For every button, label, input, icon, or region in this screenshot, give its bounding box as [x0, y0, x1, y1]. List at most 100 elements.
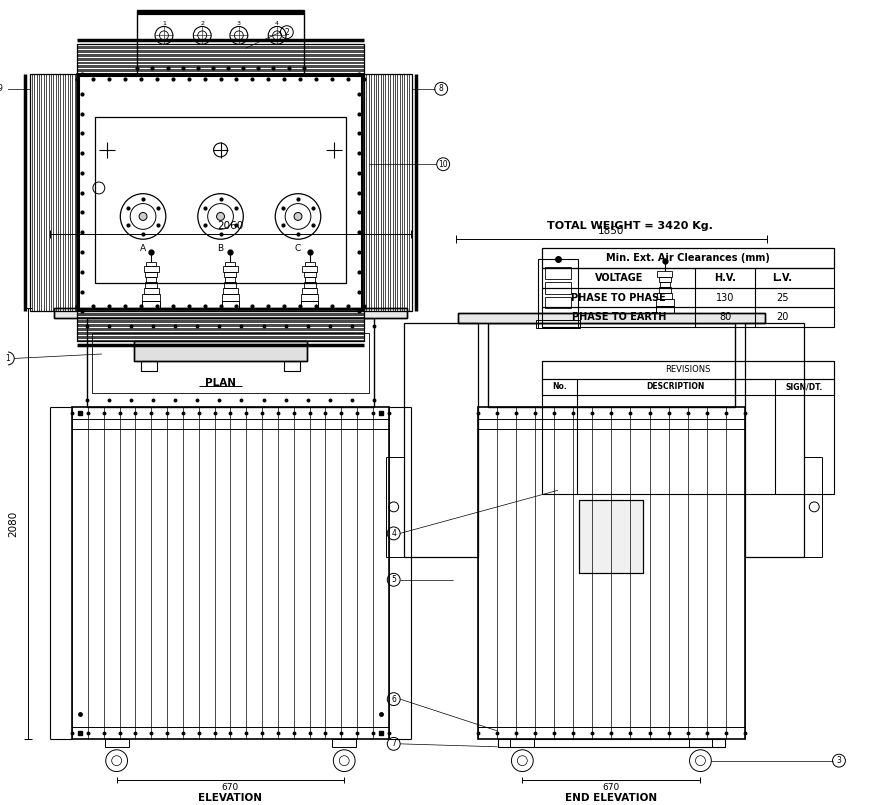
Bar	[404, 324, 478, 556]
Bar	[542, 378, 834, 394]
Bar	[542, 361, 834, 493]
Bar	[536, 320, 579, 328]
Bar	[305, 277, 315, 282]
Bar	[145, 272, 157, 277]
Text: 130: 130	[716, 292, 734, 303]
Bar	[301, 300, 318, 308]
Bar	[144, 266, 159, 272]
Bar	[458, 313, 765, 324]
Text: A: A	[140, 244, 146, 253]
Circle shape	[217, 213, 225, 221]
Text: 8: 8	[439, 85, 444, 93]
Bar	[478, 407, 745, 739]
Bar	[656, 306, 674, 313]
Bar	[656, 299, 674, 306]
Bar	[142, 300, 160, 308]
Bar	[135, 341, 307, 361]
Text: ELEVATION: ELEVATION	[198, 793, 262, 803]
Text: 1: 1	[162, 21, 166, 26]
Bar	[92, 333, 369, 393]
Bar	[221, 294, 239, 300]
Bar	[305, 262, 315, 266]
Bar	[77, 312, 364, 341]
Bar	[73, 407, 389, 739]
Bar	[225, 262, 235, 266]
Bar	[689, 739, 712, 747]
Text: 1: 1	[5, 354, 10, 363]
Bar	[542, 308, 834, 328]
Text: 670: 670	[603, 783, 620, 792]
Bar	[145, 282, 157, 287]
Bar	[30, 74, 77, 312]
Bar	[87, 318, 374, 407]
Bar	[225, 272, 236, 277]
Bar	[579, 500, 643, 573]
Text: C: C	[295, 244, 302, 253]
Bar	[745, 324, 804, 556]
Text: 4: 4	[392, 529, 396, 538]
Bar	[77, 74, 364, 312]
Bar	[302, 287, 317, 294]
Bar	[144, 287, 159, 294]
Bar	[54, 308, 406, 318]
Bar	[303, 282, 316, 287]
Text: 2060: 2060	[218, 221, 244, 231]
Circle shape	[294, 213, 302, 221]
Text: 9: 9	[0, 85, 3, 93]
Text: No.: No.	[552, 382, 567, 391]
Text: END ELEVATION: END ELEVATION	[565, 793, 657, 803]
Text: 25: 25	[776, 292, 788, 303]
Bar	[223, 266, 238, 272]
Bar	[542, 287, 834, 308]
Bar	[488, 324, 735, 407]
Bar	[142, 361, 157, 371]
Text: 5: 5	[392, 576, 396, 584]
Text: REVISIONS: REVISIONS	[665, 365, 711, 374]
Text: PHASE TO EARTH: PHASE TO EARTH	[572, 312, 666, 322]
Text: 10: 10	[439, 159, 448, 169]
Bar	[542, 248, 834, 268]
Text: SIGN/DT.: SIGN/DT.	[786, 382, 823, 391]
Text: 2080: 2080	[9, 510, 18, 537]
Bar	[545, 267, 571, 279]
Bar	[77, 44, 364, 74]
Bar	[545, 296, 571, 308]
Bar	[497, 739, 725, 747]
Text: H.V.: H.V.	[714, 273, 736, 283]
Text: TOTAL WEIGHT = 3420 Kg.: TOTAL WEIGHT = 3420 Kg.	[547, 221, 713, 231]
Text: VOLTAGE: VOLTAGE	[594, 273, 643, 283]
Bar	[146, 262, 156, 266]
Circle shape	[139, 213, 147, 221]
Bar	[660, 282, 669, 287]
Bar	[542, 361, 834, 378]
Bar	[303, 272, 316, 277]
Bar	[510, 739, 534, 747]
Text: Min. Ext. Air Clearances (mm): Min. Ext. Air Clearances (mm)	[607, 253, 770, 263]
Text: 3: 3	[836, 756, 842, 766]
Bar	[221, 300, 239, 308]
Text: B: B	[218, 244, 224, 253]
Bar	[146, 277, 156, 282]
Text: 80: 80	[719, 312, 732, 322]
Bar	[223, 287, 238, 294]
Bar	[579, 500, 643, 573]
Bar	[137, 10, 304, 74]
Bar	[538, 259, 578, 313]
Bar	[659, 287, 670, 293]
Text: 6: 6	[392, 695, 396, 704]
Text: 7: 7	[392, 739, 396, 749]
Bar	[135, 341, 307, 361]
Bar	[458, 313, 765, 324]
Text: 2: 2	[284, 27, 289, 37]
Bar	[302, 266, 317, 272]
Bar	[301, 294, 318, 300]
Text: 1850: 1850	[598, 226, 625, 237]
Text: 2: 2	[200, 21, 205, 26]
Bar	[95, 117, 346, 283]
Text: 3: 3	[237, 21, 241, 26]
Bar	[545, 282, 571, 294]
Text: DESCRIPTION: DESCRIPTION	[647, 382, 705, 391]
Text: 670: 670	[222, 783, 239, 792]
Bar	[657, 270, 672, 277]
Bar	[54, 308, 406, 318]
